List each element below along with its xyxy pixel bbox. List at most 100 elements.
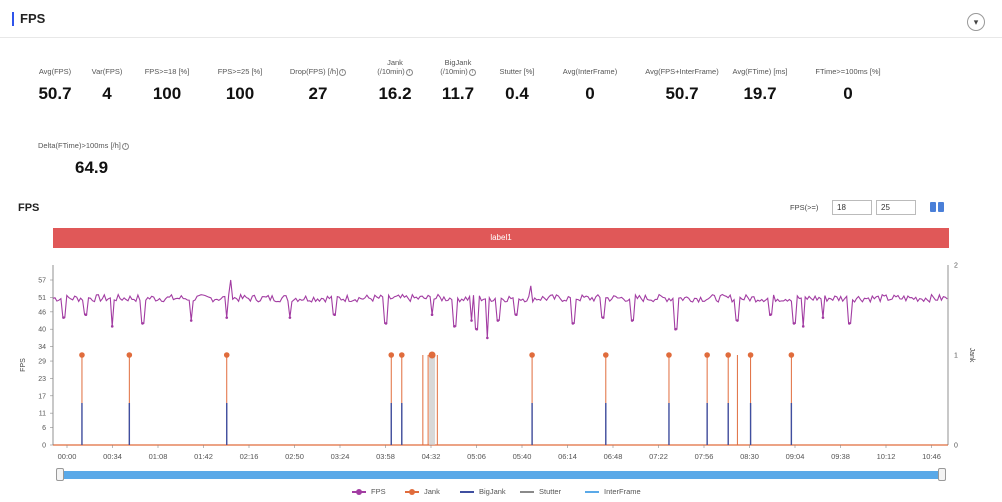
fps-point bbox=[736, 319, 739, 322]
metric-7: Stutter [%] 0.4 bbox=[472, 56, 562, 104]
x-tick-label: 06:48 bbox=[604, 452, 623, 461]
metric-value: 50.7 bbox=[38, 84, 72, 103]
metric-10: Avg(FTime) [ms] 19.7 bbox=[715, 56, 805, 104]
fps-point bbox=[674, 327, 677, 331]
jank-marker bbox=[747, 352, 754, 358]
fps-point bbox=[571, 322, 575, 325]
x-tick-label: 01:42 bbox=[194, 452, 213, 461]
x-tick-label: 00:34 bbox=[103, 452, 122, 461]
metric-label-line2: Avg(FTime) [ms] bbox=[715, 67, 805, 76]
metric-value: 16.2 bbox=[378, 84, 412, 103]
metric-label-line2: Avg(FPS) bbox=[10, 67, 100, 76]
legend-dot bbox=[409, 488, 415, 495]
y-left-tick-label: 40 bbox=[38, 327, 46, 334]
metric-label: Stutter [%] bbox=[472, 56, 562, 76]
jank-marker bbox=[79, 352, 85, 358]
x-tick-label: 09:38 bbox=[831, 452, 850, 461]
legend-swatch bbox=[405, 488, 419, 495]
scrollbar-handle-right[interactable] bbox=[938, 468, 946, 481]
metric-label-text: Avg(InterFrame) bbox=[562, 67, 618, 76]
metric-label: Drop(FPS) [/h] i bbox=[273, 56, 363, 76]
fps-chart[interactable]: 0 6 11 17 23 29 34 40 46 51 57 0 1 2 FPS Jank 00:00 00:34… bbox=[0, 255, 1002, 465]
legend-dot bbox=[356, 488, 362, 495]
legend-item-fps[interactable]: FPS bbox=[352, 487, 386, 496]
metric-value: 50.7 bbox=[665, 84, 699, 103]
legend-item-interframe[interactable]: InterFrame bbox=[585, 487, 641, 496]
x-tick-label: 07:56 bbox=[695, 452, 714, 461]
y-left-tick-label: 6 bbox=[42, 425, 46, 432]
fps-point bbox=[475, 327, 479, 331]
fps-threshold-input-2[interactable] bbox=[876, 200, 916, 215]
x-tick-label: 10:46 bbox=[922, 452, 941, 461]
metric-label: Delta(FTime)>100ms [/h] i bbox=[38, 130, 148, 150]
metric-label-text: Delta(FTime)>100ms [/h] bbox=[38, 141, 121, 150]
metric-label: Avg(InterFrame) bbox=[545, 56, 635, 76]
y-right-tick-label: 2 bbox=[954, 263, 958, 270]
info-icon[interactable]: i bbox=[339, 68, 347, 76]
jank-marker bbox=[704, 352, 710, 358]
scrollbar-track[interactable] bbox=[56, 471, 946, 479]
metric-value: 100 bbox=[225, 84, 255, 103]
y-left-tick-label: 29 bbox=[38, 359, 46, 366]
label-banner[interactable]: label1 bbox=[53, 228, 949, 248]
fps-point bbox=[847, 322, 851, 325]
jank-marker bbox=[666, 352, 672, 358]
metric-label: Avg(FPS) bbox=[10, 56, 100, 76]
y-left-tick-label: 23 bbox=[38, 376, 46, 383]
x-tick-label: 09:04 bbox=[786, 452, 805, 461]
metric-label-line2: Avg(InterFrame) bbox=[545, 67, 635, 76]
metric-label-text: FTime>=100ms [%] bbox=[815, 67, 881, 76]
y-left-tick-label: 11 bbox=[39, 411, 46, 418]
metric-label-line2: Stutter [%] bbox=[472, 67, 562, 76]
metric-value: 0 bbox=[843, 84, 853, 103]
chevron-down-icon[interactable]: ▾ bbox=[967, 13, 985, 31]
metric-label-line2: Var(FPS) bbox=[62, 67, 152, 76]
fps-point bbox=[189, 319, 193, 322]
info-icon[interactable]: i bbox=[405, 68, 413, 76]
fps-point bbox=[821, 316, 825, 319]
jank-marker bbox=[725, 352, 731, 358]
header-accent-bar bbox=[12, 12, 14, 26]
jank-marker bbox=[388, 352, 395, 358]
x-tick-label: 08:30 bbox=[740, 452, 759, 461]
metric-5: Jank (/10min) i 16.2 bbox=[350, 56, 440, 104]
timeline-scrollbar[interactable] bbox=[56, 467, 946, 482]
legend-item-bigjank[interactable]: BigJank bbox=[460, 487, 506, 496]
metric-value: 11.7 bbox=[441, 84, 475, 103]
fps-series-line bbox=[52, 279, 948, 338]
fps-threshold-label: FPS(>=) bbox=[790, 203, 819, 212]
fps-point bbox=[62, 316, 65, 319]
legend-label: InterFrame bbox=[604, 487, 641, 496]
metric-label-line2: Drop(FPS) [/h] i bbox=[273, 67, 363, 76]
jank-marker bbox=[788, 352, 795, 358]
y-right-tick-label: 1 bbox=[954, 353, 958, 360]
metric-label-text: Avg(FPS) bbox=[38, 67, 72, 76]
metric-8: Avg(InterFrame) 0 bbox=[545, 56, 635, 104]
jank-marker bbox=[529, 352, 535, 358]
fps-point bbox=[288, 316, 292, 319]
fps-point bbox=[801, 325, 805, 328]
y-left-tick-label: 17 bbox=[38, 393, 46, 400]
metric-label: Jank (/10min) i bbox=[350, 56, 440, 76]
legend-item-jank[interactable]: Jank bbox=[405, 487, 440, 496]
y-right-tick-label: 0 bbox=[954, 443, 958, 450]
x-tick-label: 07:22 bbox=[649, 452, 668, 461]
chart-view-icon-1[interactable] bbox=[930, 202, 936, 212]
metric-value: 4 bbox=[102, 84, 112, 103]
metric-label-line2: FTime>=100ms [%] bbox=[803, 67, 893, 76]
fps-point bbox=[630, 319, 634, 322]
metric-label-text: FPS>=18 [%] bbox=[144, 67, 190, 76]
fps-threshold-input-1[interactable] bbox=[832, 200, 872, 215]
metric-value: 0.4 bbox=[505, 84, 529, 103]
legend-item-stutter[interactable]: Stutter bbox=[520, 487, 561, 496]
fps-point bbox=[496, 319, 500, 322]
chart-view-icon-2[interactable] bbox=[938, 202, 944, 212]
jank-marker bbox=[126, 352, 133, 358]
scrollbar-handle-left[interactable] bbox=[56, 468, 64, 481]
jank-marker bbox=[398, 352, 405, 358]
info-icon[interactable]: i bbox=[121, 142, 129, 150]
info-icon[interactable]: i bbox=[468, 68, 476, 76]
metric-label: FPS>=18 [%] bbox=[122, 56, 212, 76]
metric-label-line2: (/10min) i bbox=[413, 67, 503, 76]
metric-2: FPS>=18 [%] 100 bbox=[122, 56, 212, 104]
